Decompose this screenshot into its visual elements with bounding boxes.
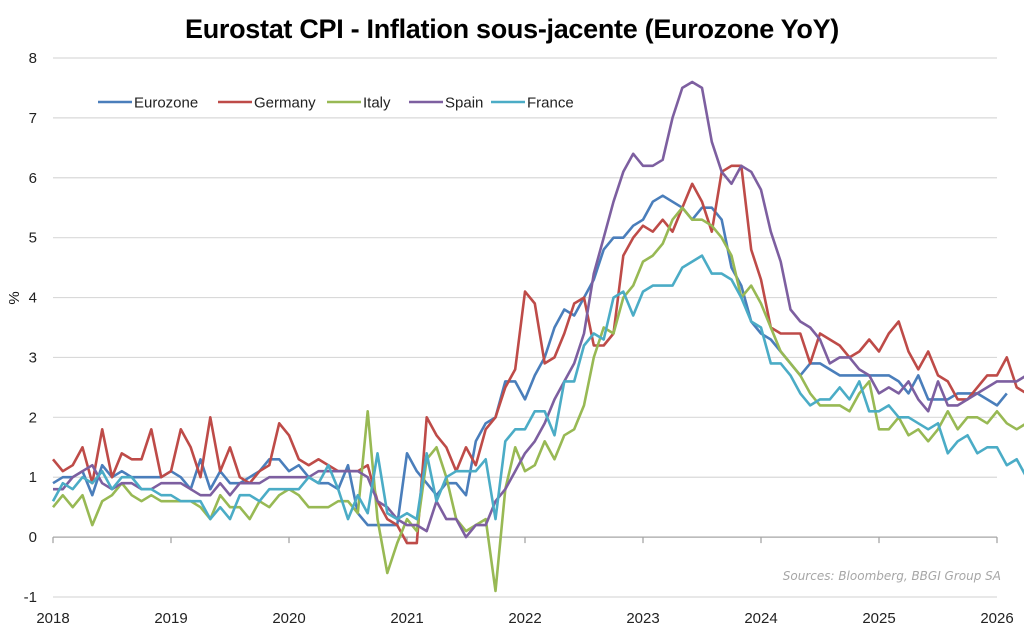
x-tick-label: 2023 — [626, 610, 659, 627]
y-tick-label: 2 — [29, 409, 37, 426]
x-tick-label: 2022 — [508, 610, 541, 627]
legend-item-eurozone: Eurozone — [98, 95, 198, 112]
x-axis: 2018 2019 2020 2021 2022 2023 2024 2025 2026 — [36, 536, 1014, 627]
source-note: Sources: Bloomberg, BBGI Group SA — [783, 569, 1001, 583]
legend: Eurozone Germany Italy Spain France — [98, 95, 574, 112]
x-tick-label: 2024 — [744, 610, 777, 627]
y-tick-label: 4 — [29, 290, 37, 307]
x-tick-label: 2020 — [272, 610, 305, 627]
legend-label: Eurozone — [134, 95, 198, 112]
x-tick-label: 2019 — [154, 610, 187, 627]
series-lines — [51, 80, 1024, 593]
series-line-spain — [53, 80, 1024, 539]
y-tick-label: 6 — [29, 170, 37, 187]
y-tick-label: 7 — [29, 110, 37, 127]
legend-label: Italy — [363, 95, 391, 112]
x-tick-label: 2026 — [980, 610, 1013, 627]
y-axis-ticks: -1 0 1 2 3 4 5 6 7 8 — [24, 50, 37, 606]
x-tick-label: 2018 — [36, 610, 69, 627]
y-tick-label: 1 — [29, 469, 37, 486]
legend-label: Spain — [445, 95, 483, 112]
series-line-germany — [51, 164, 1024, 545]
y-axis-label: % — [6, 291, 23, 304]
x-tick-label: 2025 — [862, 610, 895, 627]
x-tick-label: 2021 — [390, 610, 423, 627]
y-tick-label: 0 — [29, 529, 37, 546]
legend-item-germany: Germany — [218, 95, 316, 112]
gridlines — [53, 57, 997, 598]
legend-label: Germany — [254, 95, 316, 112]
legend-item-spain: Spain — [409, 95, 483, 112]
y-tick-label: -1 — [24, 589, 37, 606]
series-line-eurozone — [52, 194, 1008, 527]
legend-item-france: France — [491, 95, 574, 112]
y-tick-label: 8 — [29, 50, 37, 67]
series-line-france — [51, 254, 1024, 521]
chart-title: Eurostat CPI - Inflation sous-jacente (E… — [185, 14, 839, 44]
y-tick-label: 5 — [29, 230, 37, 247]
series-line-italy — [51, 206, 1024, 593]
legend-item-italy: Italy — [327, 95, 391, 112]
y-tick-label: 3 — [29, 349, 37, 366]
legend-label: France — [527, 95, 574, 112]
